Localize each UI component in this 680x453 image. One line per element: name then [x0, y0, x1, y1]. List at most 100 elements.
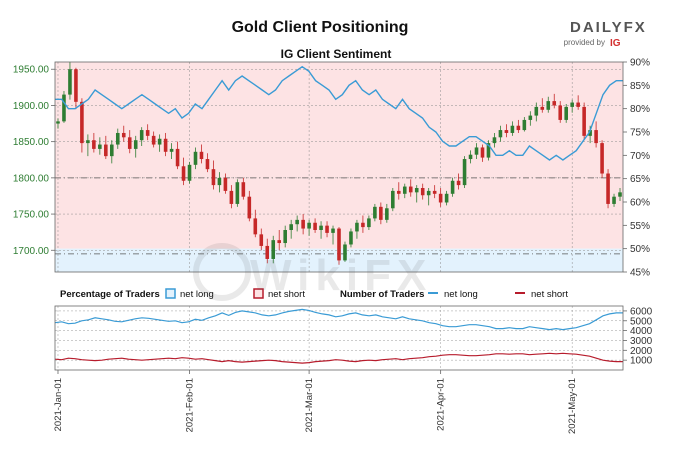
candle-body	[115, 132, 120, 145]
candle	[402, 183, 407, 199]
candle	[343, 241, 347, 262]
candle	[86, 134, 90, 157]
candle-body	[319, 225, 323, 230]
candle	[528, 111, 533, 126]
candle-body	[510, 125, 515, 133]
candle-body	[104, 144, 108, 157]
legend-pct-long-label: net long	[180, 289, 214, 300]
candle	[127, 130, 132, 154]
candle-body	[205, 159, 210, 170]
net-long-traders-line	[54, 308, 623, 331]
candle	[319, 221, 323, 239]
candle	[576, 95, 580, 110]
candle-body	[618, 192, 622, 197]
candle-body	[151, 135, 156, 145]
candle-body	[355, 222, 359, 232]
candle	[217, 172, 222, 193]
candle-body	[68, 69, 72, 95]
candle-body	[594, 130, 598, 144]
candle-body	[139, 130, 144, 141]
date-tick-label: 2021-Feb-01	[185, 378, 196, 432]
candle-body	[187, 164, 192, 181]
brand-provider: IG	[610, 38, 621, 49]
candle	[313, 218, 317, 233]
candle-body	[127, 137, 132, 149]
candle	[68, 62, 72, 100]
candle	[408, 179, 413, 197]
traders-tick-label: 2000	[630, 346, 653, 357]
candle-body	[325, 225, 329, 233]
candle-body	[331, 228, 335, 233]
percent-tick-label: 90%	[630, 58, 650, 69]
percent-tick-label: 65%	[630, 174, 650, 185]
candle	[444, 190, 449, 206]
candle-body	[265, 245, 270, 259]
candlestick-series	[56, 62, 622, 265]
candle-body	[396, 190, 401, 194]
candle-body	[612, 196, 616, 204]
candle	[331, 225, 335, 245]
candle	[385, 203, 389, 223]
candle	[498, 125, 503, 142]
candle-body	[438, 193, 443, 203]
candle	[456, 173, 461, 190]
brand-provided-by: provided by	[564, 38, 605, 47]
candle	[259, 228, 264, 251]
candle	[594, 121, 598, 148]
candle	[600, 140, 604, 178]
price-panel-frame	[54, 61, 624, 273]
candle	[361, 215, 365, 233]
chart-title: Gold Client Positioning	[232, 19, 409, 36]
date-tick-label: 2021-Mar-01	[304, 378, 315, 432]
candle-body	[121, 132, 126, 138]
price-tick-label: 1900.00	[13, 101, 50, 112]
candle	[432, 185, 437, 199]
candle	[474, 143, 479, 160]
candle	[289, 219, 293, 239]
candle-body	[337, 228, 341, 261]
candle	[74, 67, 78, 110]
candle-body	[600, 143, 604, 174]
candle	[379, 202, 383, 225]
legend: Percentage of Traders net long net short…	[60, 288, 568, 300]
candle-body	[528, 115, 533, 120]
candle-body	[86, 140, 90, 144]
date-tick-label: 2021-Jan-01	[53, 378, 64, 431]
candle	[618, 188, 622, 202]
candle-body	[385, 208, 389, 220]
candle-body	[492, 137, 497, 144]
percent-tick-label: 80%	[630, 104, 650, 115]
candle-body	[558, 105, 563, 120]
brand-name: DAILYFX	[570, 19, 647, 36]
candle-body	[474, 147, 479, 155]
percent-tick-label: 70%	[630, 151, 650, 162]
candle	[277, 230, 282, 251]
candle-body	[56, 121, 60, 124]
date-tick-label: 2021-May-01	[567, 378, 578, 434]
candle	[612, 193, 616, 207]
traders-tick-label: 4000	[630, 326, 653, 337]
candle-body	[313, 222, 317, 230]
percent-tick-label: 85%	[630, 81, 650, 92]
candle	[235, 179, 240, 207]
candle	[241, 177, 246, 200]
candle-body	[456, 180, 461, 186]
candle-body	[289, 224, 293, 230]
candle-body	[169, 148, 174, 152]
candle	[133, 135, 138, 158]
candle-body	[504, 130, 509, 133]
candle	[169, 143, 174, 160]
candle-body	[62, 94, 66, 122]
date-tick-label: 2021-Apr-01	[436, 378, 447, 431]
candle	[534, 102, 539, 122]
candle	[295, 215, 299, 232]
candle	[450, 177, 455, 197]
candle	[558, 101, 563, 123]
candle-body	[92, 140, 96, 149]
traders-tick-label: 5000	[630, 316, 653, 327]
candle	[468, 150, 473, 164]
candle	[564, 104, 568, 123]
candle-body	[295, 219, 299, 225]
candle-body	[606, 173, 610, 204]
candle-body	[564, 106, 568, 120]
